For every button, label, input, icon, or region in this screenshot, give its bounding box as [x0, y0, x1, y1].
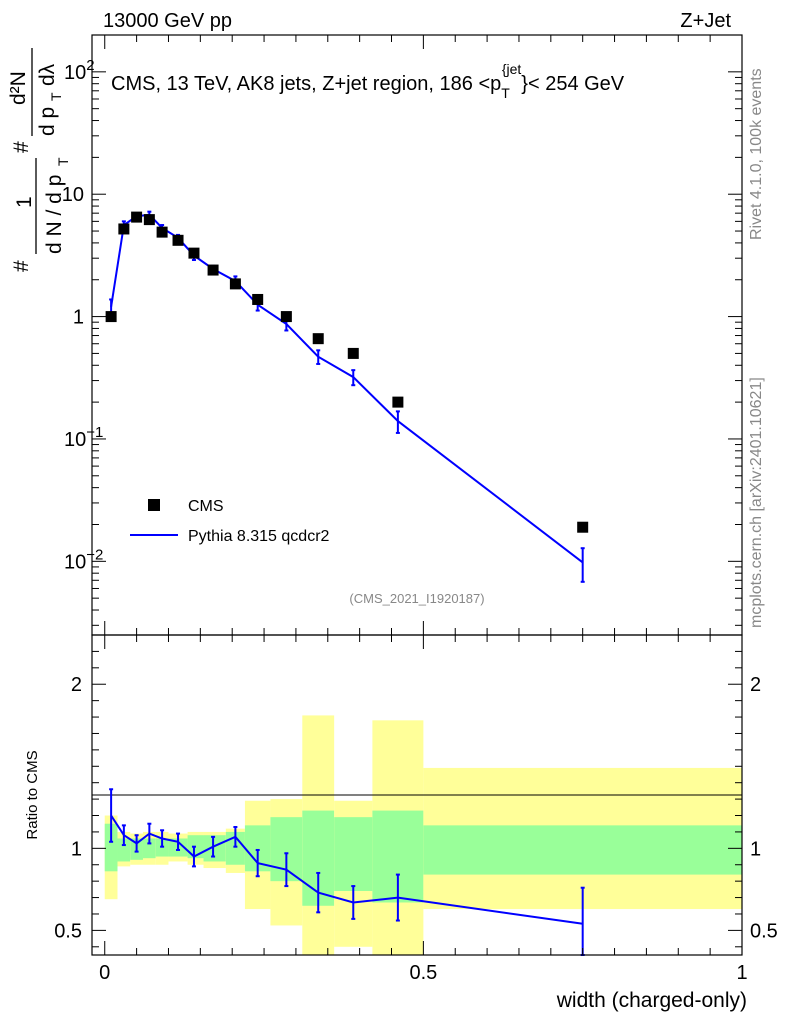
main-title: CMS, 13 TeV, AK8 jets, Z+jet region, 186…	[111, 61, 625, 101]
y-tick-label: 102	[64, 57, 95, 84]
cms-data-point	[347, 347, 359, 359]
cms-data-point	[156, 226, 168, 238]
y-tick-label: 1	[73, 307, 84, 329]
mcplots-label: mcplots.cern.ch [arXiv:2401.10621]	[748, 377, 765, 628]
svg-text:d²N: d²N	[7, 71, 30, 105]
y-tick-label: 10	[62, 184, 84, 206]
svg-text:dλ: dλ	[36, 63, 59, 86]
mc-line	[110, 213, 584, 564]
cms-data-point	[207, 264, 219, 276]
svg-text:#: #	[10, 260, 33, 272]
analysis-watermark: (CMS_2021_I1920187)	[349, 591, 484, 606]
y-tick-label: 10−1	[64, 424, 103, 451]
ratio-y-tick-label-right: 2	[750, 674, 761, 696]
ratio-inner-band	[142, 838, 156, 859]
header-process: Z+Jet	[680, 10, 731, 32]
x-tick-label: 0	[99, 962, 110, 984]
svg-text:d p: d p	[36, 107, 59, 136]
cms-data-point	[188, 247, 200, 259]
ratio-inner-band	[203, 835, 226, 862]
cms-data-point	[280, 311, 292, 323]
ratio-inner-band	[334, 817, 373, 891]
rivet-version-label: Rivet 4.1.0, 100k events	[748, 68, 765, 240]
cms-data-point	[143, 214, 155, 226]
ratio-y-label: Ratio to CMS	[24, 750, 41, 839]
y-tick-label: 10−2	[64, 546, 103, 573]
ratio-y-tick-label-right: 0.5	[750, 920, 778, 942]
main-frame	[91, 34, 743, 636]
svg-text:#: #	[10, 141, 33, 153]
ratio-inner-band	[423, 825, 742, 875]
cms-data-point	[252, 293, 264, 305]
svg-text:T: T	[48, 92, 64, 101]
main-y-label: # 1 d N / d p T # d²N d p T dλ	[7, 48, 71, 272]
cms-data-point	[229, 278, 241, 290]
cms-data-point	[312, 333, 324, 345]
legend-mc-label: Pythia 8.315 qcdcr2	[188, 528, 330, 545]
ratio-y-tick-label-left: 0.5	[54, 920, 82, 942]
x-tick-label: 0.5	[409, 962, 437, 984]
cms-data-point	[105, 311, 117, 323]
cms-data-point	[392, 396, 404, 408]
cms-data-point	[172, 234, 184, 246]
ratio-y-tick-label-right: 1	[750, 838, 761, 860]
cms-data-point	[131, 211, 143, 223]
x-tick-label: 1	[736, 962, 747, 984]
ratio-inner-band	[225, 831, 245, 865]
ratio-ticks: 0.5 0.51 12 20 0.5 1	[54, 634, 778, 984]
main-y-ticks: 10−2 10−1 1 10 102	[62, 34, 743, 635]
ratio-uncertainty-bands	[104, 715, 742, 955]
svg-text:1: 1	[13, 196, 36, 208]
header-energy: 13000 GeV pp	[103, 10, 232, 32]
ratio-series	[109, 788, 585, 956]
svg-text:d N / d p: d N / d p	[43, 175, 66, 254]
ratio-inner-band	[104, 823, 118, 872]
legend: CMS Pythia 8.315 qcdcr2	[130, 498, 330, 545]
svg-text:T: T	[55, 157, 71, 166]
main-series	[105, 210, 589, 583]
cms-data-point	[577, 521, 589, 533]
ratio-inner-band	[117, 838, 131, 862]
ratio-frame	[91, 634, 743, 956]
x-axis-label: width (charged-only)	[556, 989, 747, 1012]
legend-cms-label: CMS	[188, 498, 224, 515]
ratio-y-tick-label-left: 2	[71, 674, 82, 696]
legend-cms-marker	[148, 499, 160, 511]
ratio-y-tick-label-left: 1	[71, 838, 82, 860]
cms-data-point	[118, 223, 130, 235]
